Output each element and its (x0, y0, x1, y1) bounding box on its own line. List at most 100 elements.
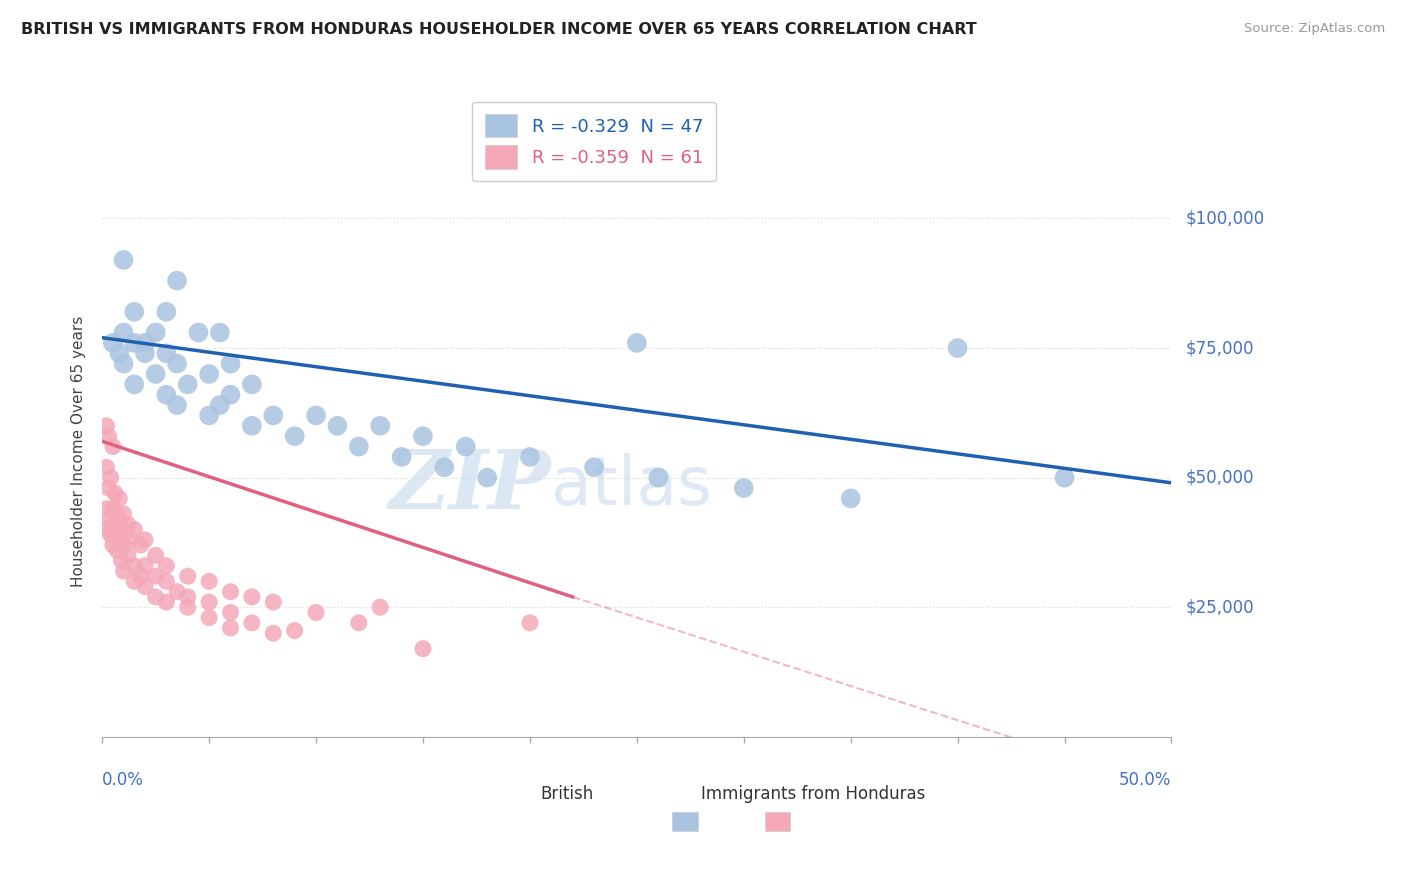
Point (519, 450, 541, 464)
Point (124, 377, 146, 392)
Point (347, 440, 370, 454)
Point (198, 574, 221, 589)
Point (368, 600, 391, 615)
Point (112, 538, 135, 552)
Point (129, 538, 152, 552)
Point (100, 527, 122, 541)
Point (177, 377, 200, 392)
Point (97, 429, 120, 443)
Point (177, 600, 200, 615)
Point (105, 507, 128, 521)
Point (117, 549, 139, 563)
Point (626, 335, 648, 350)
Point (96, 460, 118, 475)
Point (134, 533, 156, 547)
Point (262, 626, 284, 640)
Point (262, 409, 284, 423)
Text: BRITISH VS IMMIGRANTS FROM HONDURAS HOUSEHOLDER INCOME OVER 65 YEARS CORRELATION: BRITISH VS IMMIGRANTS FROM HONDURAS HOUS… (21, 22, 977, 37)
Point (101, 523, 124, 537)
Point (124, 305, 146, 319)
Point (101, 501, 124, 516)
Point (412, 429, 434, 443)
Point (187, 326, 209, 340)
Point (134, 346, 156, 360)
Point (96, 418, 118, 433)
Point (112, 357, 135, 371)
Point (284, 429, 307, 443)
Text: $25,000: $25,000 (1185, 599, 1254, 616)
Point (219, 388, 242, 402)
Point (124, 558, 146, 573)
Point (124, 335, 146, 350)
Point (124, 523, 146, 537)
Point (145, 569, 167, 583)
Point (110, 523, 132, 537)
Point (219, 357, 242, 371)
Point (583, 460, 606, 475)
Text: $75,000: $75,000 (1185, 339, 1254, 357)
Point (208, 398, 231, 412)
Point (155, 305, 177, 319)
Point (145, 367, 167, 381)
Point (454, 440, 477, 454)
Point (96, 501, 118, 516)
Point (155, 388, 177, 402)
Point (101, 335, 124, 350)
Point (101, 440, 124, 454)
Point (647, 471, 669, 485)
Point (155, 346, 177, 360)
Point (326, 418, 349, 433)
Point (108, 491, 131, 506)
Point (110, 553, 132, 567)
Point (946, 341, 969, 355)
Point (112, 326, 135, 340)
Point (166, 274, 188, 288)
Point (145, 326, 167, 340)
Point (305, 409, 328, 423)
Point (198, 595, 221, 609)
Point (155, 558, 177, 573)
Point (108, 533, 131, 547)
Point (104, 517, 127, 532)
Point (124, 574, 146, 589)
Point (240, 590, 263, 604)
Point (519, 615, 541, 630)
Text: 0.0%: 0.0% (103, 771, 143, 789)
Point (112, 507, 135, 521)
Point (134, 580, 156, 594)
Point (118, 533, 141, 547)
Point (155, 595, 177, 609)
Point (305, 606, 328, 620)
Point (219, 621, 242, 635)
Point (108, 346, 131, 360)
Text: Source: ZipAtlas.com: Source: ZipAtlas.com (1244, 22, 1385, 36)
Point (347, 615, 370, 630)
Point (208, 326, 231, 340)
Point (177, 569, 200, 583)
Point (145, 590, 167, 604)
Point (112, 564, 135, 578)
Point (177, 590, 200, 604)
Point (240, 377, 263, 392)
Text: 50.0%: 50.0% (1119, 771, 1171, 789)
Point (368, 418, 391, 433)
Text: British: British (541, 785, 595, 803)
Text: ZIP: ZIP (388, 446, 551, 526)
Point (391, 450, 413, 464)
Point (412, 641, 434, 656)
Text: Immigrants from Honduras: Immigrants from Honduras (702, 785, 925, 803)
Point (166, 357, 188, 371)
Text: $50,000: $50,000 (1185, 468, 1254, 487)
Text: atlas: atlas (551, 453, 713, 519)
Point (198, 610, 221, 624)
Point (134, 558, 156, 573)
Point (219, 584, 242, 599)
Point (97, 512, 120, 526)
Point (101, 538, 124, 552)
Point (1053, 471, 1076, 485)
Point (155, 574, 177, 589)
Y-axis label: Householder Income Over 65 years: Householder Income Over 65 years (72, 316, 86, 587)
Point (166, 398, 188, 412)
Text: $100,000: $100,000 (1185, 210, 1264, 227)
Point (733, 481, 755, 495)
